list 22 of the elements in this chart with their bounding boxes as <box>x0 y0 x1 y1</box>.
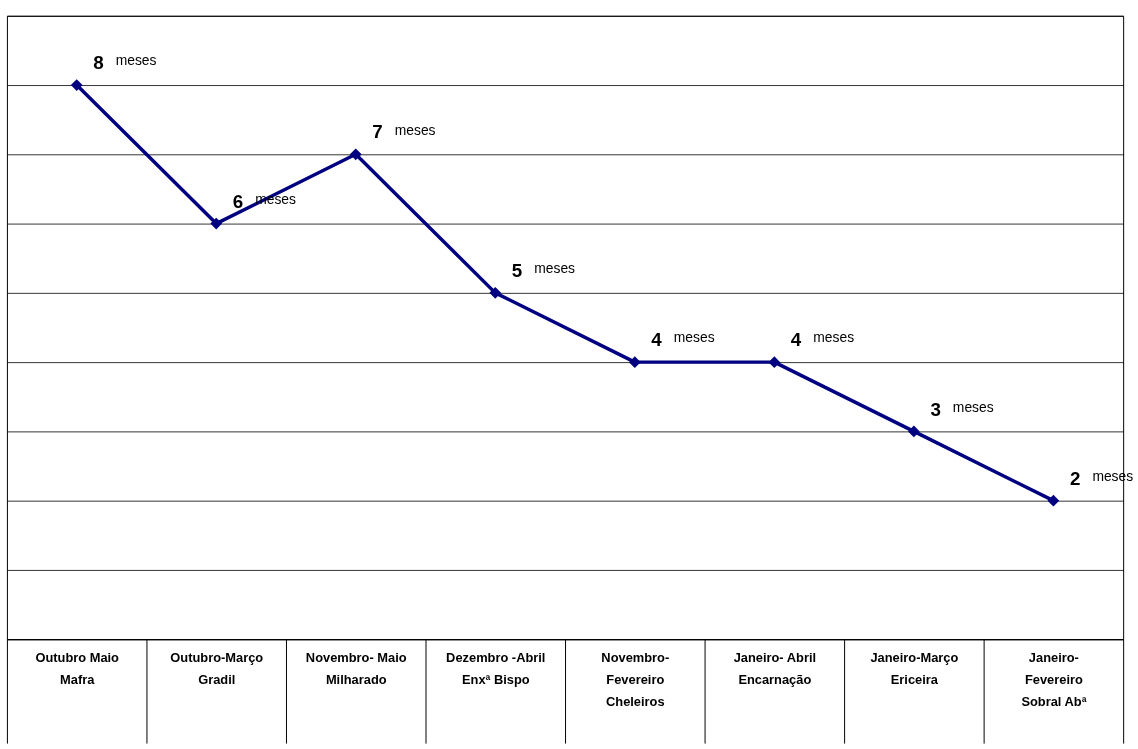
x-tick-label: Janeiro-Março Ericeira <box>870 650 959 688</box>
data-label: 4 <box>790 329 802 351</box>
data-label: 6 <box>232 190 244 212</box>
data-label: 2 <box>1069 467 1081 489</box>
annotation: meses <box>115 52 157 69</box>
x-tick-label: Outubro Maio Mafra <box>35 650 120 688</box>
data-label: 4 <box>651 329 663 351</box>
data-label: 7 <box>372 121 383 143</box>
annotation: meses <box>673 329 715 346</box>
data-label: 5 <box>511 260 523 282</box>
annotation: meses <box>952 398 994 415</box>
annotation: meses <box>394 121 436 138</box>
data-label: 8 <box>93 52 104 74</box>
x-tick-label: Dezembro -Abril Enxª Bispo <box>446 650 546 688</box>
annotation: meses <box>534 260 576 277</box>
x-tick-label: Novembro- Maio Milharado <box>305 650 407 688</box>
data-label: 3 <box>930 398 941 420</box>
x-tick-label: Janeiro- Abril Encarnação <box>733 650 817 688</box>
annotation: meses <box>813 329 855 346</box>
x-tick-label: Outubro-Março Gradil <box>170 650 264 688</box>
x-tick-label: Janeiro- Fevereiro Sobral Abª <box>1021 650 1087 709</box>
x-tick-label: Novembro- Fevereiro Cheleiros <box>601 650 670 709</box>
